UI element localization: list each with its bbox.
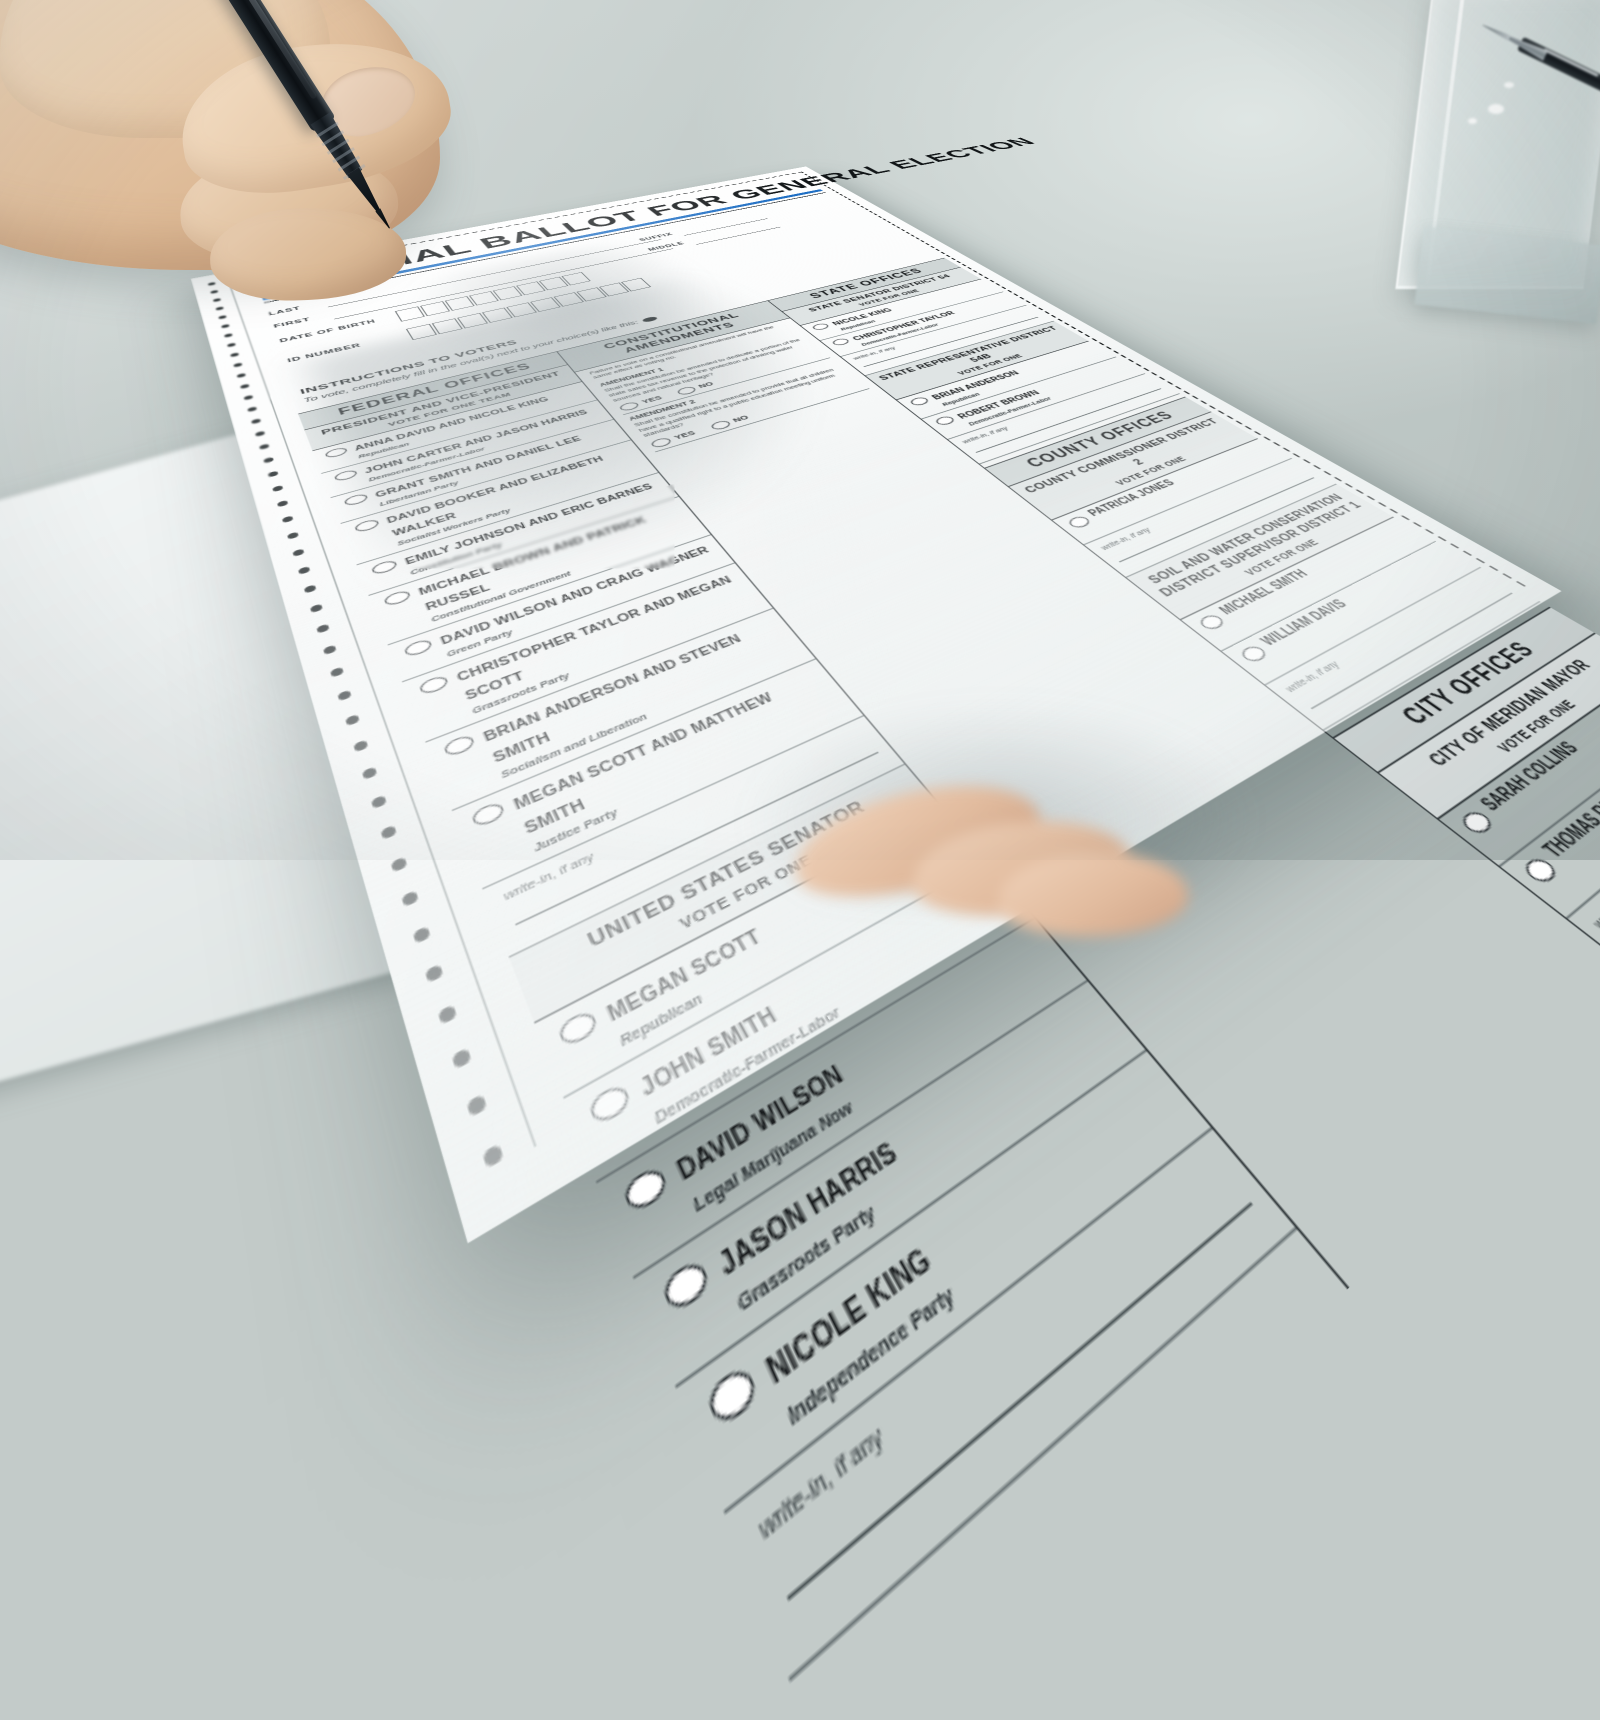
vote-oval-icon[interactable] (704, 1363, 761, 1430)
vote-oval-icon[interactable] (660, 1257, 713, 1316)
vote-oval-icon[interactable] (1458, 808, 1496, 837)
writing-hand[interactable] (0, 0, 640, 360)
vote-oval-icon[interactable] (621, 1164, 671, 1216)
acrylic-pen-holder[interactable] (1395, 0, 1600, 324)
steadying-hand[interactable] (784, 756, 1212, 940)
